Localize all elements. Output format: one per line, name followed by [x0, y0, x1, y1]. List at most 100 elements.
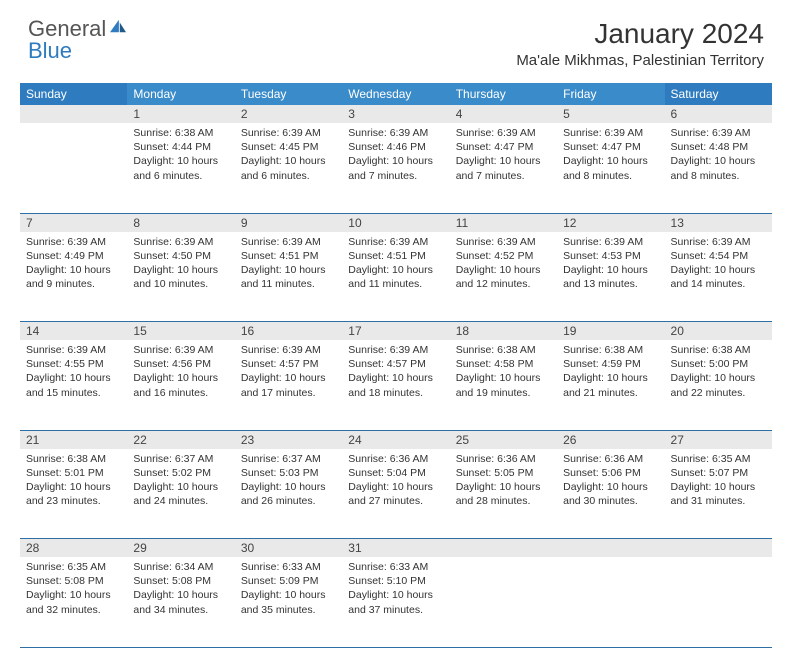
daylight-text-1: Daylight: 10 hours [671, 371, 766, 385]
sunset-text: Sunset: 5:08 PM [26, 574, 121, 588]
daylight-text-2: and 21 minutes. [563, 386, 658, 400]
sunset-text: Sunset: 4:51 PM [348, 249, 443, 263]
sunrise-text: Sunrise: 6:39 AM [671, 235, 766, 249]
day-number: 20 [665, 322, 772, 341]
sunset-text: Sunset: 4:46 PM [348, 140, 443, 154]
sunrise-text: Sunrise: 6:39 AM [563, 126, 658, 140]
content-row: Sunrise: 6:38 AMSunset: 4:44 PM Daylight:… [20, 123, 772, 213]
day-number [450, 539, 557, 558]
day-number: 3 [342, 105, 449, 123]
day-cell [557, 557, 664, 647]
day-number: 28 [20, 539, 127, 558]
daylight-text-1: Daylight: 10 hours [348, 154, 443, 168]
sunset-text: Sunset: 4:59 PM [563, 357, 658, 371]
daylight-text-2: and 12 minutes. [456, 277, 551, 291]
daylight-text-1: Daylight: 10 hours [348, 263, 443, 277]
sunrise-text: Sunrise: 6:39 AM [133, 343, 228, 357]
month-title: January 2024 [516, 18, 764, 50]
day-number: 2 [235, 105, 342, 123]
sunrise-text: Sunrise: 6:39 AM [563, 235, 658, 249]
daylight-text-2: and 34 minutes. [133, 603, 228, 617]
daylight-text-1: Daylight: 10 hours [241, 480, 336, 494]
daylight-text-1: Daylight: 10 hours [26, 263, 121, 277]
day-cell: Sunrise: 6:39 AMSunset: 4:52 PMDaylight:… [450, 232, 557, 322]
content-row: Sunrise: 6:39 AMSunset: 4:49 PMDaylight:… [20, 232, 772, 322]
weekday-header-row: Sunday Monday Tuesday Wednesday Thursday… [20, 83, 772, 105]
day-number: 14 [20, 322, 127, 341]
sunrise-text: Sunrise: 6:39 AM [456, 235, 551, 249]
sunset-text: Sunset: 5:04 PM [348, 466, 443, 480]
sunrise-text: Sunrise: 6:36 AM [348, 452, 443, 466]
sunset-text: Sunset: 4:51 PM [241, 249, 336, 263]
day-number: 31 [342, 539, 449, 558]
sunset-text: Sunset: 4:45 PM [241, 140, 336, 154]
sunset-text: Sunset: 5:10 PM [348, 574, 443, 588]
daylight-text-1: Daylight: 10 hours [26, 588, 121, 602]
daylight-text-1: Daylight: 10 hours [26, 371, 121, 385]
sunset-text: Sunset: 4:50 PM [133, 249, 228, 263]
day-number: 7 [20, 213, 127, 232]
day-cell: Sunrise: 6:39 AMSunset: 4:46 PMDaylight:… [342, 123, 449, 213]
day-number: 25 [450, 430, 557, 449]
day-cell: Sunrise: 6:39 AMSunset: 4:47 PMDaylight:… [557, 123, 664, 213]
day-number: 21 [20, 430, 127, 449]
content-row: Sunrise: 6:35 AMSunset: 5:08 PMDaylight:… [20, 557, 772, 647]
day-cell: Sunrise: 6:37 AMSunset: 5:02 PMDaylight:… [127, 449, 234, 539]
sunset-text: Sunset: 4:55 PM [26, 357, 121, 371]
daylight-text-2: and 7 minutes. [456, 169, 551, 183]
sunrise-text: Sunrise: 6:34 AM [133, 560, 228, 574]
day-cell: Sunrise: 6:38 AMSunset: 4:59 PMDaylight:… [557, 340, 664, 430]
day-cell: Sunrise: 6:36 AMSunset: 5:04 PMDaylight:… [342, 449, 449, 539]
day-number: 12 [557, 213, 664, 232]
day-cell: Sunrise: 6:39 AMSunset: 4:56 PMDaylight:… [127, 340, 234, 430]
daylight-text-1: Daylight: 10 hours [563, 371, 658, 385]
daylight-text-1: Daylight: 10 hours [456, 154, 551, 168]
sunrise-text: Sunrise: 6:38 AM [133, 126, 228, 140]
daylight-text-1: Daylight: 10 hours [563, 154, 658, 168]
content-row: Sunrise: 6:38 AMSunset: 5:01 PMDaylight:… [20, 449, 772, 539]
sunset-text: Sunset: 5:07 PM [671, 466, 766, 480]
sunset-text: Sunset: 5:06 PM [563, 466, 658, 480]
day-cell: Sunrise: 6:39 AMSunset: 4:55 PMDaylight:… [20, 340, 127, 430]
day-cell [20, 123, 127, 213]
sunrise-text: Sunrise: 6:35 AM [26, 560, 121, 574]
daylight-text-2: and 11 minutes. [241, 277, 336, 291]
day-number: 9 [235, 213, 342, 232]
daylight-text-2: and 19 minutes. [456, 386, 551, 400]
daylight-text-2: and 26 minutes. [241, 494, 336, 508]
daylight-text-1: Daylight: 10 hours [456, 371, 551, 385]
day-number: 23 [235, 430, 342, 449]
day-number: 30 [235, 539, 342, 558]
daylight-text-2: and 8 minutes. [671, 169, 766, 183]
daylight-text-2: and 30 minutes. [563, 494, 658, 508]
day-number [20, 105, 127, 123]
sunrise-text: Sunrise: 6:39 AM [241, 235, 336, 249]
daylight-text-2: and 14 minutes. [671, 277, 766, 291]
daylight-text-2: and 15 minutes. [26, 386, 121, 400]
daylight-text-1: Daylight: 10 hours [26, 480, 121, 494]
sunset-text: Sunset: 5:05 PM [456, 466, 551, 480]
day-number: 10 [342, 213, 449, 232]
weekday-header: Monday [127, 83, 234, 105]
daylight-text-1: Daylight: 10 hours [563, 263, 658, 277]
sunset-text: Sunset: 4:44 PM [133, 140, 228, 154]
sunrise-text: Sunrise: 6:38 AM [456, 343, 551, 357]
daylight-text-1: Daylight: 10 hours [241, 371, 336, 385]
daylight-text-1: Daylight: 10 hours [348, 480, 443, 494]
day-cell: Sunrise: 6:39 AMSunset: 4:50 PMDaylight:… [127, 232, 234, 322]
day-number: 11 [450, 213, 557, 232]
daylight-text-2: and 32 minutes. [26, 603, 121, 617]
weekday-header: Saturday [665, 83, 772, 105]
sunrise-text: Sunrise: 6:33 AM [241, 560, 336, 574]
daylight-text-1: Daylight: 10 hours [133, 480, 228, 494]
sunrise-text: Sunrise: 6:39 AM [133, 235, 228, 249]
sunset-text: Sunset: 5:00 PM [671, 357, 766, 371]
sunrise-text: Sunrise: 6:37 AM [133, 452, 228, 466]
sunrise-text: Sunrise: 6:39 AM [26, 343, 121, 357]
day-number: 17 [342, 322, 449, 341]
sunrise-text: Sunrise: 6:39 AM [671, 126, 766, 140]
daylight-text-2: and 35 minutes. [241, 603, 336, 617]
weekday-header: Sunday [20, 83, 127, 105]
sunrise-text: Sunrise: 6:35 AM [671, 452, 766, 466]
day-number [665, 539, 772, 558]
